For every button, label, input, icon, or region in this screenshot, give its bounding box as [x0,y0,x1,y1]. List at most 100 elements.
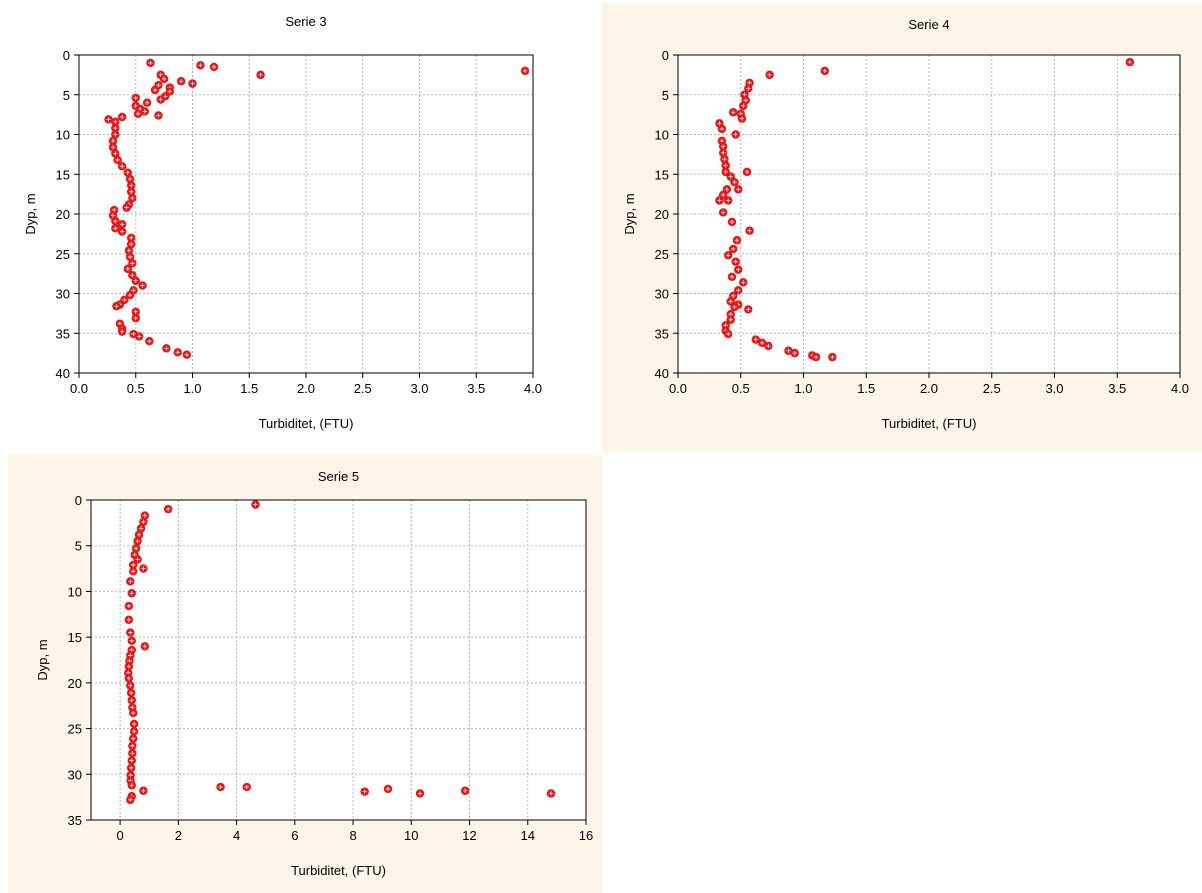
data-point-cross [720,150,726,155]
data-point-cross [132,552,137,558]
data-point-cross [130,273,135,278]
data-point-cross [822,68,828,74]
data-point-cross [723,163,728,168]
y-tick-label: 20 [655,207,669,222]
plot-area [91,500,586,820]
data-point-cross [158,72,163,78]
data-point-cross [135,111,141,117]
data-point-cross [156,113,161,118]
x-tick-label: 2.0 [920,381,938,396]
chart-panel-serie-5: Serie 5 0 2 4 6 8 10 12 14 16 0 5 10 15 20 25 30 35 Turbid… [8,455,602,893]
plot-frame [677,54,1181,374]
data-point-cross [130,751,135,756]
y-axis-label: Dyp, m [622,193,637,234]
data-point-cross [133,315,138,321]
y-tick-label: 15 [56,167,70,182]
data-point-cross [131,331,136,337]
data-point-cross [127,176,133,182]
data-point-cross [128,579,133,584]
data-point-cross [131,729,137,734]
data-point-cross [717,198,722,203]
data-point-cross [144,100,150,105]
data-point-cross [747,228,752,233]
data-point-cross [119,229,125,234]
data-point-cross [129,591,134,596]
y-tick-label: 40 [56,366,70,381]
x-tick-label: 2 [175,828,182,843]
x-tick-label: 1.5 [857,381,875,396]
data-point-cross [719,138,725,144]
data-point-cross [726,198,731,203]
data-point-cross [126,603,132,609]
data-point-cross [792,350,797,356]
data-point-cross [152,87,158,93]
data-point-cross [133,103,138,109]
y-tick-label: 10 [56,128,70,143]
data-point-cross [130,743,135,749]
data-point-cross [126,248,132,253]
data-point-cross [731,246,736,252]
data-point-cross [119,164,125,169]
data-point-cross [746,307,751,312]
y-tick-label: 0 [63,48,70,63]
x-tick-label: 2.5 [983,381,1001,396]
data-point-cross [717,121,722,126]
x-tick-label: 2.5 [354,381,372,396]
y-axis-label: Dyp, m [35,639,50,680]
chart-serie-3: Serie 3 0.0 0.5 1.0 1.5 2.0 2.5 3.0 3.5 4.0 0 5 10 15… [0,0,600,448]
data-point-cross [161,76,167,82]
y-tick-label: 25 [56,247,70,262]
data-point-cross [128,765,134,771]
data-point-cross [142,109,148,114]
data-point-cross [125,170,131,175]
data-point-cross [158,97,163,102]
data-point-cross [147,339,152,344]
data-point-cross [127,254,133,260]
data-point-cross [163,94,168,99]
data-point-cross [113,151,118,156]
data-point-cross [114,304,119,309]
data-point-cross [142,513,148,518]
data-point-cross [732,304,737,310]
data-point-cross [110,145,116,150]
data-point-cross [753,337,759,342]
data-point-cross [759,340,765,345]
y-tick-label: 5 [75,539,82,554]
data-point-cross [131,736,136,741]
y-tick-label: 0 [662,48,669,63]
data-point-cross [747,80,752,86]
y-tick-label: 20 [56,207,70,222]
data-point-cross [129,647,134,653]
data-point-cross [253,502,258,507]
y-tick-label: 30 [56,287,70,302]
y-tick-label: 15 [68,630,82,645]
data-point-cross [119,114,125,120]
data-point-cross [129,183,134,188]
data-point-cross [129,698,134,703]
data-point-cross [767,72,772,78]
data-point-cross [133,95,138,101]
data-point-cross [728,317,733,322]
data-point-cross [733,132,738,137]
x-tick-label: 16 [579,828,593,843]
data-point-cross [724,187,730,192]
data-point-cross [119,222,125,227]
data-point-cross [211,64,217,70]
x-tick-label: 10 [404,828,418,843]
chart-title: Serie 3 [285,14,326,29]
data-point-cross [720,210,726,215]
data-point-cross [131,721,137,727]
x-tick-label: 3.5 [1108,381,1126,396]
x-tick-label: 12 [462,828,476,843]
data-point-cross [726,253,731,258]
data-point-cross [731,110,736,115]
data-point-cross [729,274,735,280]
x-axis-label: Turbiditet, (FTU) [882,416,977,431]
chart-title: Serie 5 [318,469,359,484]
x-tick-label: 0.0 [669,381,687,396]
y-tick-label: 30 [655,287,669,302]
data-point-cross [129,242,134,247]
chart-serie-5: Serie 5 0 2 4 6 8 10 12 14 16 0 5 10 15 20 25 30 35 Turbid… [8,455,602,893]
data-point-cross [190,81,195,86]
plot-frame [90,499,587,821]
